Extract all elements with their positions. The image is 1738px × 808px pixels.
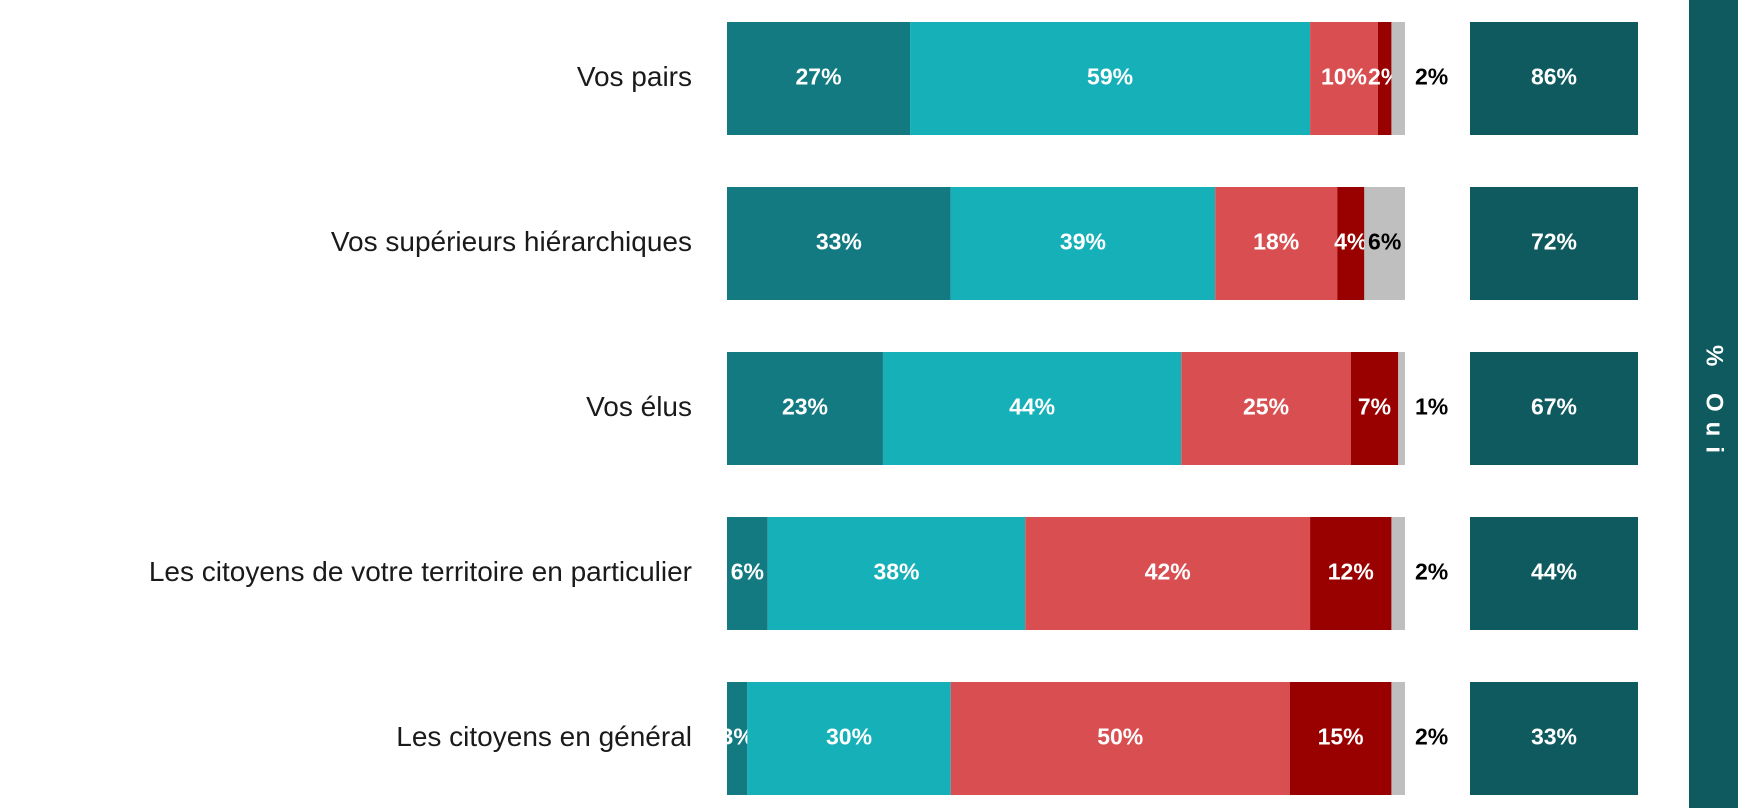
summary-box <box>1470 22 1638 135</box>
bar-segment <box>747 682 951 795</box>
bar-segment <box>910 22 1311 135</box>
value-label: 30% <box>826 724 872 750</box>
summary-label: 67% <box>1531 394 1577 420</box>
bar-segment <box>950 187 1216 300</box>
summary-title: % Oui <box>1701 345 1728 463</box>
value-label: 50% <box>1097 724 1143 750</box>
value-label: 12% <box>1328 559 1374 585</box>
value-label: 6% <box>731 559 764 585</box>
summary-box <box>1470 517 1638 630</box>
value-label: 44% <box>1009 394 1055 420</box>
bar-segment <box>1377 22 1392 135</box>
value-label: 18% <box>1253 229 1299 255</box>
value-label: 10% <box>1321 64 1367 90</box>
category-label: Les citoyens en général <box>396 721 692 752</box>
value-label: 42% <box>1145 559 1191 585</box>
bar-segment <box>1310 517 1392 630</box>
value-label: 38% <box>873 559 919 585</box>
bar-segment <box>727 682 748 795</box>
category-label: Vos pairs <box>577 61 692 92</box>
value-label: 7% <box>1358 394 1391 420</box>
summary-box <box>1470 187 1638 300</box>
category-label: Vos élus <box>586 391 692 422</box>
summary-band <box>1689 0 1738 808</box>
bar-segment <box>1337 187 1365 300</box>
value-label: 27% <box>796 64 842 90</box>
bar-segment <box>1289 682 1392 795</box>
value-label: 15% <box>1318 724 1364 750</box>
category-label: Vos supérieurs hiérarchiques <box>331 226 692 257</box>
value-label: 2% <box>1415 559 1448 585</box>
bar-segment <box>727 187 951 300</box>
bar-segment <box>1364 187 1405 300</box>
value-label: 6% <box>1368 229 1401 255</box>
value-label: 4% <box>1334 229 1367 255</box>
bar-segment <box>950 682 1290 795</box>
summary-box <box>1470 352 1638 465</box>
bar-segment <box>1391 517 1405 630</box>
value-label: 23% <box>782 394 828 420</box>
value-label: 59% <box>1087 64 1133 90</box>
bar-segment <box>1391 22 1405 135</box>
bar-segment <box>882 352 1182 465</box>
bar-segment <box>1398 352 1405 465</box>
value-label: 2% <box>1415 724 1448 750</box>
bar-segment <box>1181 352 1351 465</box>
bar-segment <box>727 352 883 465</box>
summary-label: 44% <box>1531 559 1577 585</box>
summary-label: 72% <box>1531 229 1577 255</box>
bar-segment <box>1025 517 1311 630</box>
value-label: 2% <box>1415 64 1448 90</box>
bar-segment <box>1391 682 1405 795</box>
value-label: 1% <box>1415 394 1448 420</box>
summary-box <box>1470 682 1638 795</box>
value-label: 33% <box>816 229 862 255</box>
bar-segment <box>727 22 911 135</box>
category-label: Les citoyens de votre territoire en part… <box>149 556 692 587</box>
bar-segment <box>1215 187 1338 300</box>
bar-segment <box>727 517 768 630</box>
value-label: 39% <box>1060 229 1106 255</box>
summary-label: 86% <box>1531 64 1577 90</box>
bar-segment <box>1350 352 1399 465</box>
summary-label: 33% <box>1531 724 1577 750</box>
bar-segment <box>1310 22 1378 135</box>
value-label: 25% <box>1243 394 1289 420</box>
bar-segment <box>767 517 1026 630</box>
